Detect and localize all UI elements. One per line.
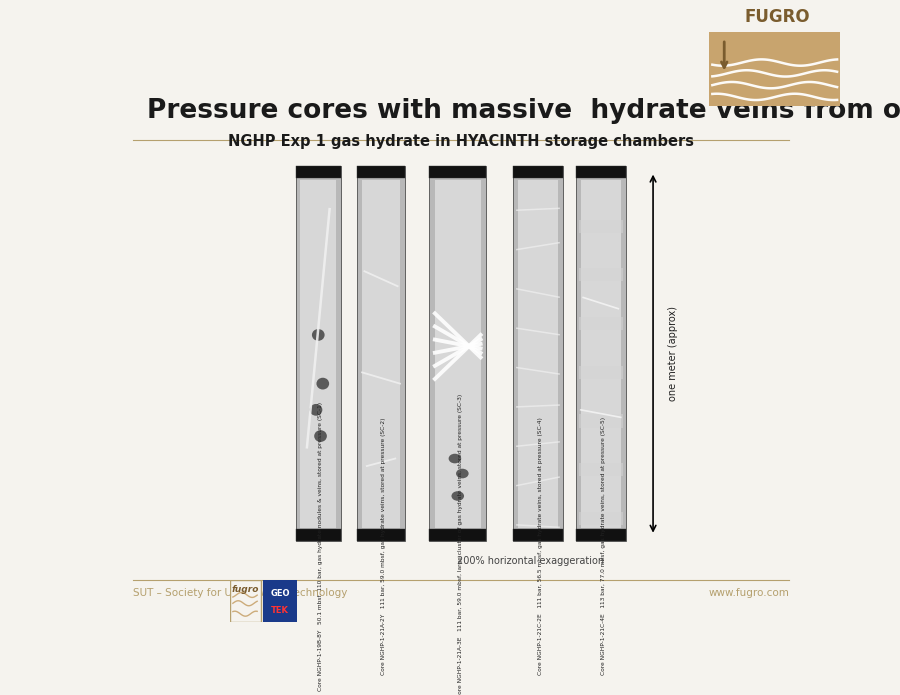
Bar [357,166,405,541]
Ellipse shape [448,454,461,464]
Ellipse shape [310,404,322,416]
Text: TEK: TEK [271,606,289,615]
Bar [580,180,621,528]
Ellipse shape [312,329,325,341]
Text: www.fugro.com: www.fugro.com [708,588,789,598]
Text: Core NGHP-1-21C-4E   113 bar, 77.0 mbsf, gas hydrate veins, stored at pressure (: Core NGHP-1-21C-4E 113 bar, 77.0 mbsf, g… [601,417,606,676]
Text: Core NGHP-1-19B-8Y   50.1 mbsf, 110 bar, gas hydrate nodules & veins, stored at : Core NGHP-1-19B-8Y 50.1 mbsf, 110 bar, g… [319,402,323,691]
Bar [709,32,840,106]
Bar [579,414,623,427]
Bar [579,220,623,233]
Text: 200% horizontal exaggeration: 200% horizontal exaggeration [457,556,605,566]
Text: SUT – Society for Underwater Technology: SUT – Society for Underwater Technology [133,588,347,598]
Bar [513,529,563,541]
Bar [295,166,341,178]
Bar [295,166,341,541]
Text: Core NGHP-1-21A-2Y   111 bar, 59.0 mbsf, gas hydrate veins, stored at pressure (: Core NGHP-1-21A-2Y 111 bar, 59.0 mbsf, g… [381,418,386,675]
Bar [579,317,623,330]
Text: NGHP Exp 1 gas hydrate in HYACINTH storage chambers: NGHP Exp 1 gas hydrate in HYACINTH stora… [229,133,694,149]
Bar [295,529,341,541]
Bar [435,180,481,528]
Bar [576,529,626,541]
Bar [300,180,337,528]
Text: FUGRO: FUGRO [745,8,811,26]
Bar [576,166,626,541]
Ellipse shape [317,378,329,389]
Bar [579,268,623,281]
Text: Core NGHP-1-21C-2E   111 bar, 56.5 mbsf, gas hydrate veins, stored at pressure (: Core NGHP-1-21C-2E 111 bar, 56.5 mbsf, g… [538,418,543,676]
Bar [357,166,405,178]
Bar [518,180,558,528]
Text: Core NGHP-1-21A-3E   111 bar, 59.0 mbsf, large cluster of gas hydrate veins, sto: Core NGHP-1-21A-3E 111 bar, 59.0 mbsf, l… [458,394,463,695]
Bar [429,166,486,178]
Bar [357,529,405,541]
Bar [579,366,623,379]
Text: Pressure cores with massive  hydrate veins from offshore India: Pressure cores with massive hydrate vein… [148,97,900,124]
Bar [576,166,626,178]
Bar [513,166,563,541]
Bar [362,180,400,528]
Bar [429,529,486,541]
Text: one meter (approx): one meter (approx) [669,306,679,401]
Bar [513,166,563,178]
Ellipse shape [314,430,327,442]
Bar [429,166,486,541]
Ellipse shape [452,491,464,501]
Bar [579,463,623,476]
Bar [230,580,261,622]
Text: GEO: GEO [270,589,290,598]
Bar [263,580,297,622]
Ellipse shape [456,468,469,478]
Text: fugro: fugro [231,585,258,594]
Bar [579,512,623,525]
